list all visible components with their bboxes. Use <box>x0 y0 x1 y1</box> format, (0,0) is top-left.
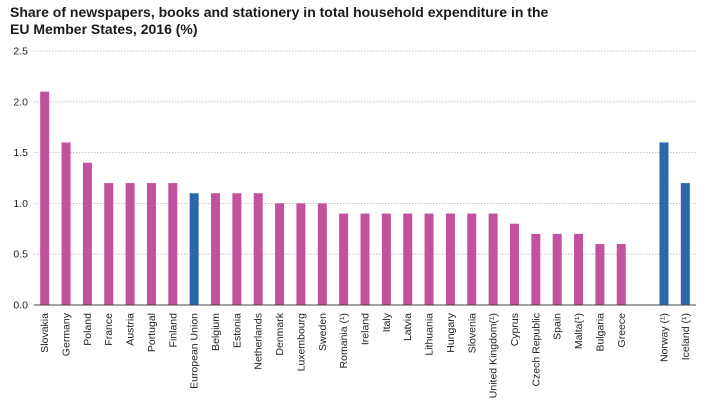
bar-member <box>445 213 455 305</box>
x-tick-label: France <box>103 313 115 346</box>
chart-title: Share of newspapers, books and stationer… <box>10 4 549 37</box>
x-tick-label: Lithuania <box>424 313 436 356</box>
x-tick-label: Hungary <box>445 312 457 352</box>
bar-member <box>317 203 327 305</box>
bar-member <box>531 233 541 305</box>
x-tick-label: Italy <box>381 312 393 332</box>
y-tick-label: 2.0 <box>13 96 28 108</box>
bar-member <box>232 193 242 305</box>
x-tick-label: Romania (¹) <box>338 313 350 368</box>
y-tick-label: 0.0 <box>13 300 28 312</box>
x-tick-label: Latvia <box>402 313 414 341</box>
x-tick-label: Cyprus <box>509 313 521 346</box>
x-tick-label: Norway (¹) <box>658 313 670 362</box>
x-tick-label: United Kingdom(¹) <box>488 313 500 398</box>
bar-member <box>467 213 477 305</box>
x-tick-label: Estonia <box>231 313 243 348</box>
x-tick-label: Slovenia <box>466 313 478 353</box>
x-tick-label: Luxembourg <box>295 313 307 372</box>
x-tick-label: Greece <box>616 313 628 348</box>
bar-eu <box>189 193 199 305</box>
bar-efta <box>659 142 669 305</box>
x-tick-label: Bulgaria <box>594 313 606 352</box>
x-tick-label: Malta(¹) <box>573 313 585 349</box>
bar-member <box>509 223 519 305</box>
x-tick-label: Portugal <box>146 313 158 352</box>
bar-member <box>104 183 114 305</box>
x-tick-label: Netherlands <box>253 313 265 370</box>
bar-member <box>360 213 370 305</box>
x-tick-label: Finland <box>167 313 179 348</box>
bar-member <box>403 213 413 305</box>
x-tick-label: Poland <box>82 313 94 346</box>
bar-member <box>211 193 221 305</box>
x-tick-label: Spain <box>552 313 564 340</box>
x-tick-label: Belgium <box>210 313 222 351</box>
bar-member <box>125 183 135 305</box>
x-tick-label: Sweden <box>317 313 329 351</box>
x-tick-label: Denmark <box>274 312 286 355</box>
x-tick-label: European Union <box>189 313 201 389</box>
x-tick-label: Germany <box>61 312 73 356</box>
y-tick-label: 2.5 <box>13 46 28 58</box>
bar-member <box>168 183 178 305</box>
bar-member <box>552 233 562 305</box>
y-tick-label: 0.5 <box>13 249 28 261</box>
y-tick-label: 1.5 <box>13 147 28 159</box>
bar-member <box>253 193 263 305</box>
x-tick-label: Austria <box>125 313 137 346</box>
bar-member <box>61 142 71 305</box>
x-tick-label: Ireland <box>360 313 372 345</box>
x-tick-label: Slovakia <box>39 313 51 353</box>
bar-member <box>275 203 285 305</box>
bar-efta <box>680 183 690 305</box>
bar-member <box>82 162 92 305</box>
bar-member <box>595 244 605 305</box>
bar-member <box>339 213 349 305</box>
bar-member <box>574 233 584 305</box>
bar-member <box>146 183 156 305</box>
y-tick-label: 1.0 <box>13 198 28 210</box>
x-tick-label: Czech Republic <box>530 313 542 387</box>
x-tick-label: Iceland (¹) <box>680 313 692 360</box>
bar-member <box>488 213 498 305</box>
bar-member <box>381 213 391 305</box>
bar-member <box>40 91 50 305</box>
bar-member <box>616 244 626 305</box>
bar-member <box>424 213 434 305</box>
bar-member <box>296 203 306 305</box>
